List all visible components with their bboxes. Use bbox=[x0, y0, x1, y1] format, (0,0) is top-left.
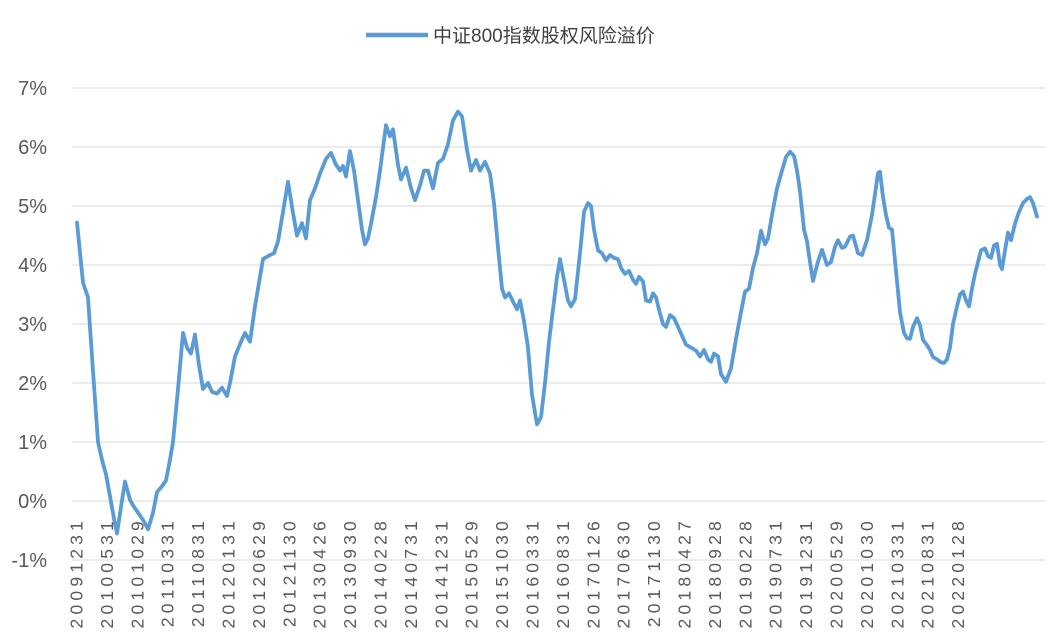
y-axis-tick-label: 6% bbox=[18, 137, 47, 159]
x-axis-tick-label: 20220128 bbox=[948, 517, 968, 628]
x-axis-tick-label: 20210831 bbox=[918, 517, 938, 628]
x-axis-tick-label: 20190731 bbox=[766, 517, 786, 628]
y-axis-tick-label: 5% bbox=[18, 196, 47, 218]
x-axis-tick-label: 20171130 bbox=[644, 517, 664, 627]
x-axis-tick-label: 20160831 bbox=[553, 517, 573, 628]
x-axis-tick-label: 20130930 bbox=[340, 517, 360, 628]
legend: 中证800指数股权风险溢价 bbox=[366, 25, 655, 47]
x-axis-tick-label: 20120131 bbox=[219, 517, 239, 628]
x-axis-tick-label: 20110831 bbox=[188, 517, 208, 627]
x-axis-tick-label: 20190228 bbox=[735, 517, 755, 628]
x-axis-tick-label: 20170126 bbox=[583, 517, 603, 628]
x-axis-tick-label: 20150529 bbox=[462, 517, 482, 628]
x-axis-tick-label: 20201030 bbox=[857, 517, 877, 628]
y-axis-tick-label: 3% bbox=[18, 314, 47, 336]
x-axis-tick-label: 20101029 bbox=[127, 517, 147, 628]
y-axis-tick-label: 4% bbox=[18, 255, 47, 277]
x-axis-tick-label: 20210331 bbox=[887, 517, 907, 628]
x-axis-tick-label: 20140731 bbox=[401, 517, 421, 628]
x-axis-tick-label: 20151030 bbox=[492, 517, 512, 628]
x-axis-tick-label: 20120629 bbox=[249, 517, 269, 628]
y-axis-labels: 7% 6% 5% 4% 3% 2% 1% 0% -1% bbox=[11, 78, 47, 572]
x-axis-tick-label: 20121130 bbox=[279, 517, 299, 627]
x-axis-labels: 20091231 20100531 20101029 20110331 20110831… bbox=[67, 517, 969, 628]
x-axis-tick-label: 20091231 bbox=[67, 517, 87, 628]
series-line bbox=[75, 109, 1039, 536]
gridlines bbox=[72, 87, 1045, 561]
y-axis-tick-label: 2% bbox=[18, 373, 47, 395]
x-axis-tick-label: 20100531 bbox=[97, 517, 117, 628]
x-axis-tick-label: 20170630 bbox=[614, 517, 634, 628]
x-axis-tick-label: 20180427 bbox=[675, 517, 695, 628]
x-axis-tick-label: 20160331 bbox=[523, 517, 543, 628]
x-axis-tick-label: 20130426 bbox=[310, 517, 330, 628]
x-axis-tick-label: 20180928 bbox=[705, 517, 725, 628]
x-axis-tick-label: 20141231 bbox=[431, 517, 451, 628]
legend-label: 中证800指数股权风险溢价 bbox=[433, 25, 655, 47]
x-axis-tick-label: 20191231 bbox=[796, 517, 816, 628]
x-axis-tick-label: 20110331 bbox=[158, 517, 178, 627]
x-axis-tick-label: 20140228 bbox=[371, 517, 391, 628]
y-axis-tick-label: 1% bbox=[18, 432, 47, 454]
x-axis-tick-label: 20200529 bbox=[827, 517, 847, 628]
y-axis-tick-label: 7% bbox=[18, 78, 47, 100]
y-axis-tick-label: 0% bbox=[18, 491, 47, 513]
y-axis-tick-label: -1% bbox=[11, 550, 47, 572]
